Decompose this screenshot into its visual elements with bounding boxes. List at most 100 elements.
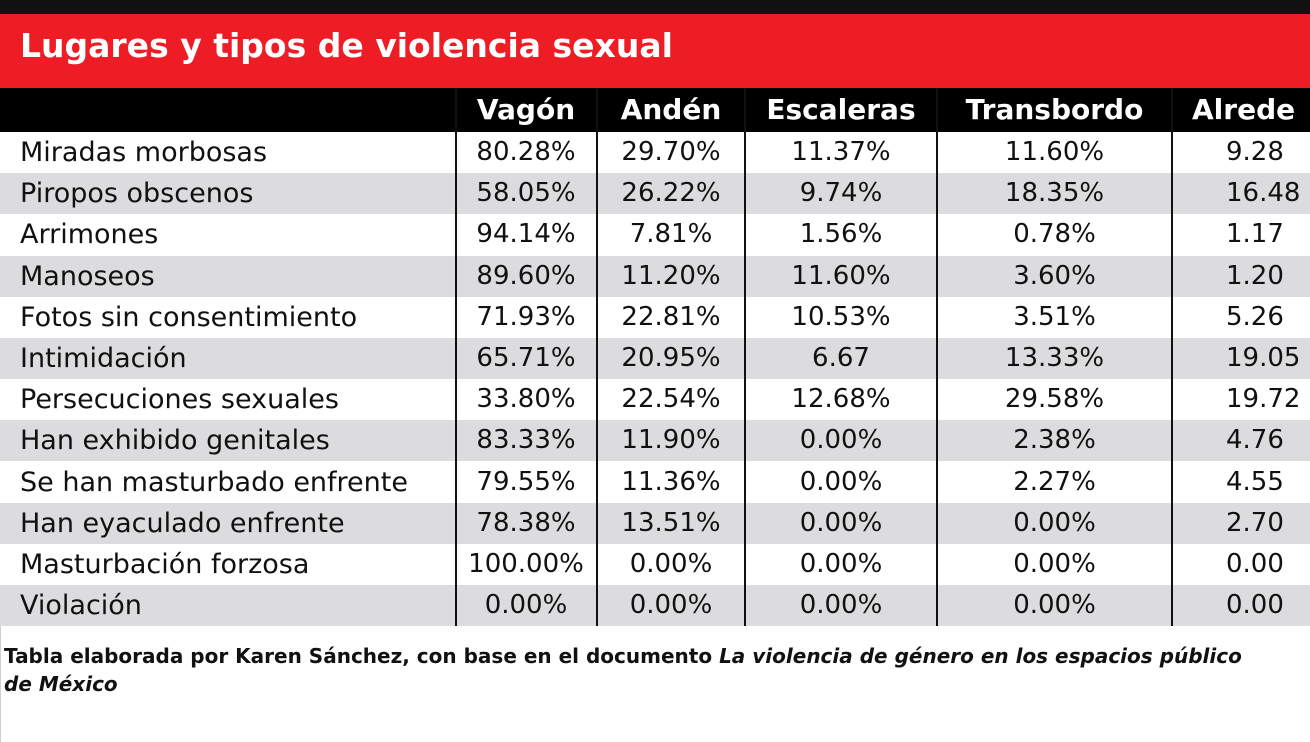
table-cell: 71.93% xyxy=(476,301,576,332)
table-cell: 5.26 xyxy=(1226,301,1284,332)
column-divider xyxy=(936,88,938,626)
footnote-prefix: Tabla elaborada por Karen Sánchez, con b… xyxy=(4,644,720,668)
row-label: Han exhibido genitales xyxy=(20,425,330,457)
table-cell: 19.72 xyxy=(1226,384,1301,415)
table-cell: 22.54% xyxy=(621,384,721,415)
table-cell: 29.58% xyxy=(1004,384,1105,415)
table-cell: 2.38% xyxy=(1013,425,1096,456)
table-cell: 0.00% xyxy=(799,590,883,621)
table-cell: 0.00% xyxy=(484,590,568,621)
table-cell: 0.00% xyxy=(799,425,883,456)
table-cell: 58.05% xyxy=(476,178,576,209)
column-divider xyxy=(455,88,457,626)
row-label: Miradas morbosas xyxy=(20,137,268,168)
column-header-3: Escaleras xyxy=(766,93,916,126)
table-cell: 0.00% xyxy=(629,590,713,621)
table-title: Lugares y tipos de violencia sexual xyxy=(20,26,673,65)
table-cell: 0.00 xyxy=(1226,549,1284,579)
table-header: Vagón Andén Escaleras Transbordo Alrede xyxy=(0,88,1310,132)
table-row: Masturbación forzosa 100.00% 0.00% 0.00% 0.0… xyxy=(0,544,1310,585)
row-label: Piropos obscenos xyxy=(20,178,254,210)
table-row: Miradas morbosas 80.28% 29.70% 11.37% 11.60%… xyxy=(0,132,1310,173)
table-row: Han eyaculado enfrente 78.38% 13.51% 0.00% 0… xyxy=(0,502,1310,544)
table-cell: 11.90% xyxy=(621,425,721,456)
column-header-1: Vagón xyxy=(476,93,576,126)
table-cell: 16.48 xyxy=(1226,178,1301,209)
column-header-4: Transbordo xyxy=(965,93,1144,126)
column-divider xyxy=(1171,88,1173,626)
table-cell: 0.00% xyxy=(799,466,883,497)
table-row: Han exhibido genitales 83.33% 11.90% 0.00% 2… xyxy=(0,420,1310,462)
table-cell: 6.67 xyxy=(812,343,870,373)
column-header-5: Alrede xyxy=(1192,93,1296,126)
top-bar xyxy=(0,0,1310,14)
table-cell: 9.74% xyxy=(799,178,883,209)
table-row: Arrimones 94.14% 7.81% 1.56% 0.78% 1.17 xyxy=(0,214,1310,256)
table-cell: 7.81% xyxy=(629,219,713,250)
table-cell: 1.56% xyxy=(799,219,883,250)
footnote-left-border xyxy=(0,626,1,742)
table-cell: 13.51% xyxy=(621,507,721,538)
table-cell: 0.00% xyxy=(799,507,883,538)
table-cell: 83.33% xyxy=(476,425,576,456)
table-cell: 80.28% xyxy=(476,137,576,167)
row-label: Han eyaculado enfrente xyxy=(20,507,345,539)
table-cell: 11.60% xyxy=(1004,137,1105,167)
table-cell: 79.55% xyxy=(476,466,576,497)
table-row: Intimidación 65.71% 20.95% 6.67 13.33% 19.05 xyxy=(0,338,1310,379)
row-label: Se han masturbado enfrente xyxy=(20,466,408,498)
table-cell: 20.95% xyxy=(621,343,721,373)
table-row: Fotos sin consentimiento 71.93% 22.81% 10.5… xyxy=(0,296,1310,338)
column-header-2: Andén xyxy=(620,93,722,126)
table-row: Manoseos 89.60% 11.20% 11.60% 3.60% 1.20 xyxy=(0,255,1310,297)
footnote-source-title: La violencia de género en los espacios p… xyxy=(719,644,1242,668)
table-cell: 1.17 xyxy=(1226,219,1284,250)
table-cell: 26.22% xyxy=(621,178,721,209)
table-cell: 11.36% xyxy=(621,466,721,497)
title-band: Lugares y tipos de violencia sexual xyxy=(0,14,1310,88)
table-cell: 0.00% xyxy=(1013,590,1096,621)
table-row: Piropos obscenos 58.05% 26.22% 9.74% 18.35% 1… xyxy=(0,173,1310,215)
table-cell: 33.80% xyxy=(476,384,576,415)
table-cell: 0.00% xyxy=(799,549,883,579)
table-cell: 100.00% xyxy=(468,549,584,579)
table-cell: 2.70 xyxy=(1226,507,1284,538)
table-cell: 4.76 xyxy=(1226,425,1284,456)
row-label: Arrimones xyxy=(20,219,159,251)
row-label: Manoseos xyxy=(20,260,155,292)
table-cell: 13.33% xyxy=(1004,343,1105,373)
table-cell: 78.38% xyxy=(476,507,576,538)
table-cell: 0.78% xyxy=(1013,219,1096,250)
table-cell: 9.28 xyxy=(1226,137,1284,167)
row-label: Intimidación xyxy=(20,343,187,374)
table-cell: 29.70% xyxy=(621,137,721,167)
table-cell: 18.35% xyxy=(1004,178,1105,209)
row-label: Fotos sin consentimiento xyxy=(20,301,358,333)
table-cell: 12.68% xyxy=(791,384,891,415)
table-cell: 11.60% xyxy=(791,260,891,291)
table-cell: 1.20 xyxy=(1226,260,1284,291)
table-row: Violación 0.00% 0.00% 0.00% 0.00% 0.00 xyxy=(0,585,1310,627)
column-header-0 xyxy=(0,88,455,132)
table-cell: 0.00% xyxy=(1013,507,1096,538)
table-cell: 65.71% xyxy=(476,343,576,373)
table-cell: 19.05 xyxy=(1226,343,1301,373)
table-cell: 3.60% xyxy=(1013,260,1096,291)
table-cell: 11.20% xyxy=(621,260,721,291)
table-row: Se han masturbado enfrente 79.55% 11.36% 0.… xyxy=(0,461,1310,503)
row-label: Persecuciones sexuales xyxy=(20,384,339,416)
column-divider xyxy=(744,88,746,626)
table-cell: 22.81% xyxy=(621,301,721,332)
table-cell: 89.60% xyxy=(476,260,576,291)
footnote-source-title-cont: de México xyxy=(4,672,118,696)
table-cell: 0.00 xyxy=(1226,590,1284,621)
table-cell: 11.37% xyxy=(791,137,891,167)
table-cell: 4.55 xyxy=(1226,466,1284,497)
table-cell: 2.27% xyxy=(1013,466,1096,497)
column-divider xyxy=(596,88,598,626)
table-cell: 94.14% xyxy=(476,219,576,250)
table-cell: 10.53% xyxy=(791,301,891,332)
table-row: Persecuciones sexuales 33.80% 22.54% 12.68%… xyxy=(0,379,1310,421)
table-cell: 3.51% xyxy=(1013,301,1096,332)
row-label: Masturbación forzosa xyxy=(20,549,310,580)
